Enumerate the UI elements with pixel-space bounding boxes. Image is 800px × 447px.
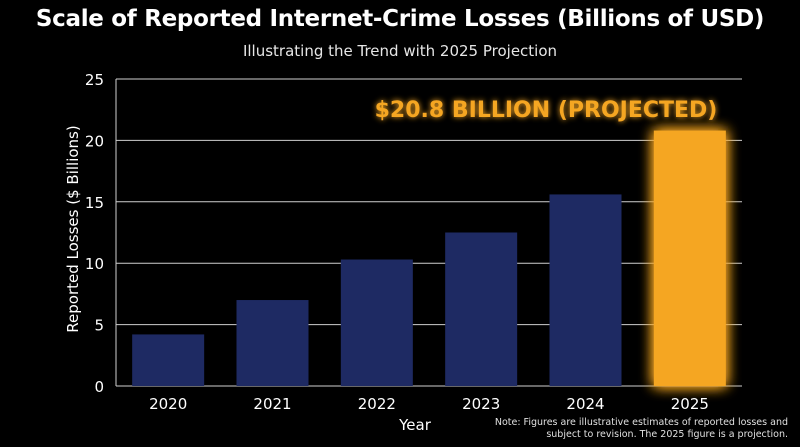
- y-tick-label: 20: [85, 132, 104, 150]
- bar-2023: [445, 232, 518, 386]
- chart-title: Scale of Reported Internet-Crime Losses …: [35, 6, 765, 32]
- x-tick-label: 2024: [566, 395, 604, 413]
- y-tick-label: 25: [85, 71, 104, 89]
- bars: [132, 130, 726, 386]
- y-tick-label: 5: [94, 317, 104, 335]
- x-tick-label: 2022: [358, 395, 396, 413]
- x-tick-label: 2023: [462, 395, 500, 413]
- bar-2022: [340, 259, 413, 386]
- bar-2025: [653, 130, 726, 386]
- gridlines: [116, 78, 742, 387]
- y-axis-title: Reported Losses ($ Billions): [64, 125, 82, 332]
- x-tick-label: 2025: [671, 395, 709, 413]
- y-tick-label: 10: [85, 255, 104, 273]
- y-tick-label: 15: [85, 194, 104, 212]
- y-tick-label: 0: [94, 378, 104, 396]
- x-tick-label: 2021: [253, 395, 291, 413]
- x-tick-label: 2020: [149, 395, 187, 413]
- bar-2024: [549, 194, 622, 386]
- bar-2020: [132, 334, 205, 386]
- chart-subtitle: Illustrating the Trend with 2025 Project…: [242, 42, 558, 60]
- projection-annotation: $20.8 BILLION (PROJECTED): [375, 98, 718, 123]
- x-axis-title: Year: [398, 416, 432, 434]
- bar-2021: [236, 300, 309, 386]
- footnote: Note: Figures are illustrative estimates…: [494, 417, 788, 440]
